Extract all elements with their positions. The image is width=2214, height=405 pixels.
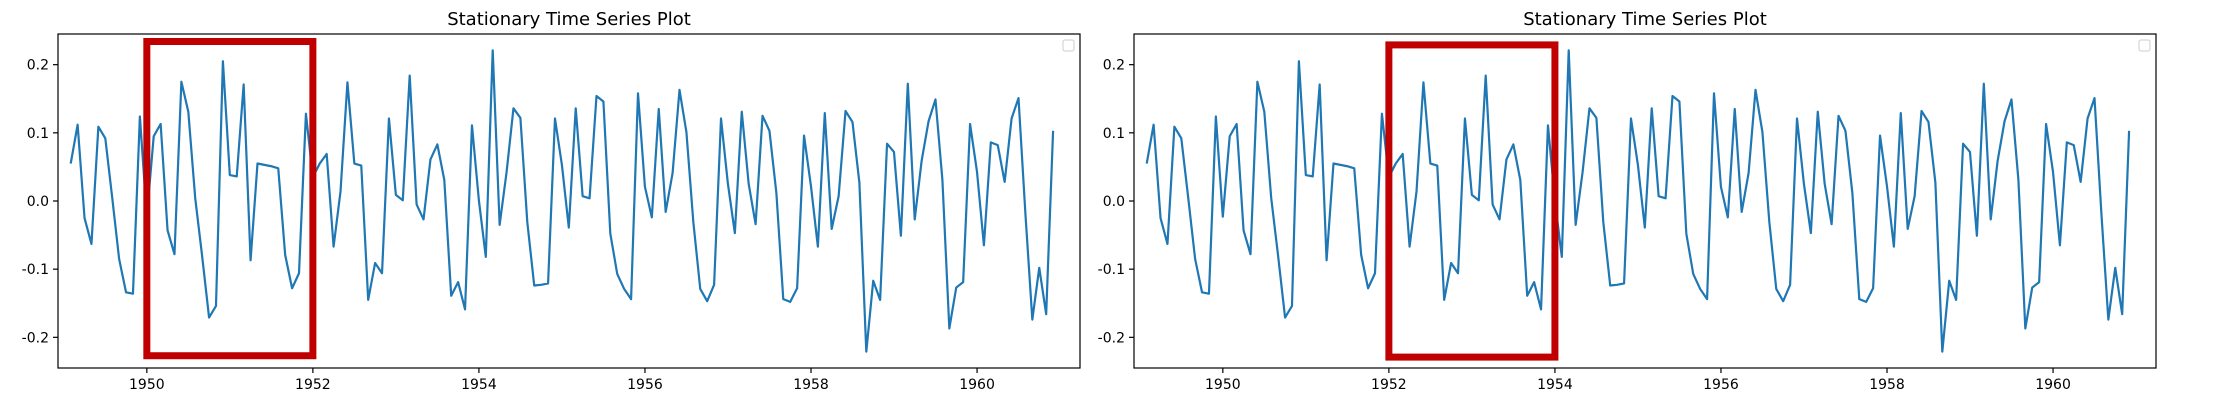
x-tick-label: 1956 bbox=[1703, 377, 1739, 393]
y-tick-label: -0.1 bbox=[1098, 262, 1125, 278]
legend-box bbox=[2138, 39, 2151, 52]
y-tick-label: 0.1 bbox=[1103, 126, 1125, 142]
axes-frame bbox=[57, 33, 1081, 369]
chart-panel-right: Stationary Time Series Plot -0.2 -0.1 0.0 0.… bbox=[1098, 9, 2157, 393]
y-tick-label: -0.2 bbox=[22, 330, 49, 346]
y-tick-label: 0.0 bbox=[27, 194, 49, 210]
x-tick-label: 1950 bbox=[1205, 377, 1241, 393]
x-tick-label: 1958 bbox=[1869, 377, 1905, 393]
x-tick-label: 1960 bbox=[2035, 377, 2071, 393]
chart-title: Stationary Time Series Plot bbox=[1523, 9, 1767, 30]
highlight-box bbox=[143, 37, 317, 360]
x-tick-label: 1950 bbox=[129, 377, 165, 393]
x-tick-label: 1958 bbox=[793, 377, 829, 393]
x-tick-label: 1954 bbox=[461, 377, 497, 393]
axes-frame bbox=[1133, 33, 2157, 369]
y-tick-label: -0.1 bbox=[22, 262, 49, 278]
x-tick-label: 1960 bbox=[959, 377, 995, 393]
y-tick-label: 0.2 bbox=[1103, 58, 1125, 74]
x-tick-label: 1952 bbox=[295, 377, 331, 393]
legend-box bbox=[1062, 39, 1075, 52]
chart-panel-left: Stationary Time Series Plot -0.2 -0.1 0.0 0.… bbox=[22, 9, 1081, 393]
y-tick-label: 0.1 bbox=[27, 126, 49, 142]
y-tick-label: 0.2 bbox=[27, 58, 49, 74]
y-tick-label: 0.0 bbox=[1103, 194, 1125, 210]
series-line bbox=[69, 49, 1055, 353]
y-tick-label: -0.2 bbox=[1098, 330, 1125, 346]
series-line bbox=[1145, 49, 2131, 353]
x-tick-label: 1954 bbox=[1537, 377, 1573, 393]
x-tick-label: 1956 bbox=[627, 377, 663, 393]
chart-title: Stationary Time Series Plot bbox=[447, 9, 691, 30]
x-tick-label: 1952 bbox=[1371, 377, 1407, 393]
highlight-box bbox=[1385, 41, 1559, 361]
